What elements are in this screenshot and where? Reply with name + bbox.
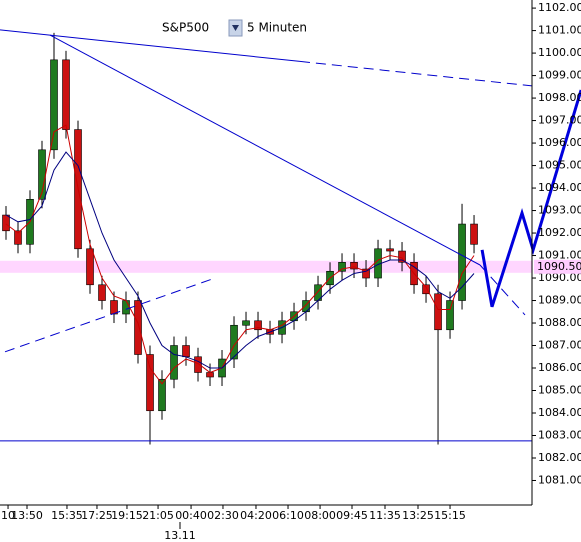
date-label: 13.11 <box>164 529 196 542</box>
x-tick-label: 10 <box>1 509 15 522</box>
y-tick-label: 1093.00 <box>538 204 581 217</box>
trend-line <box>479 264 526 316</box>
candle-body <box>230 324 238 360</box>
price-marker-band <box>0 260 532 273</box>
moving-average <box>5 151 475 369</box>
candle-body <box>146 354 154 412</box>
candle-body <box>422 284 430 295</box>
x-tick-label: 11:35 <box>369 509 401 522</box>
candle-body <box>350 261 358 270</box>
candle-body <box>362 268 370 279</box>
x-tick-label: 13:50 <box>11 509 43 522</box>
y-tick-label: 1090.00 <box>538 271 581 284</box>
interval[interactable]: 5 Minuten <box>247 21 307 35</box>
candle-body <box>458 223 466 301</box>
candle-body <box>182 345 190 358</box>
price-marker-box <box>534 259 581 274</box>
candle-body <box>134 300 142 355</box>
candle-body <box>470 223 478 245</box>
x-tick-label: 08:00 <box>304 509 336 522</box>
x-tick-label: 09:45 <box>336 509 368 522</box>
x-tick-label: 19:15 <box>111 509 143 522</box>
y-tick-label: 1100.00 <box>538 46 581 59</box>
candle-body <box>206 372 214 378</box>
x-tick-label: 06:10 <box>272 509 304 522</box>
x-tick-label: 21:05 <box>142 509 174 522</box>
x-tick-label: 15:15 <box>434 509 466 522</box>
y-tick-label: 1081.00 <box>538 473 581 486</box>
y-tick-label: 1097.00 <box>538 114 581 127</box>
plot-area <box>0 29 581 445</box>
y-tick-label: 1096.00 <box>538 136 581 149</box>
candle-body <box>446 300 454 331</box>
y-tick-label: 1086.00 <box>538 361 581 374</box>
y-tick-label: 1084.00 <box>538 406 581 419</box>
y-tick-label: 1083.00 <box>538 428 581 441</box>
candle-body <box>338 261 346 272</box>
candle-body <box>2 214 10 232</box>
trend-line <box>4 277 216 353</box>
dropdown-arrow <box>232 25 239 31</box>
y-tick-label: 1092.00 <box>538 226 581 239</box>
y-tick-label: 1098.00 <box>538 91 581 104</box>
price-marker-label: 1090.50 <box>537 260 581 273</box>
y-tick-label: 1094.00 <box>538 181 581 194</box>
y-tick-label: 1085.00 <box>538 384 581 397</box>
y-tick-label: 1095.00 <box>538 159 581 172</box>
candle-body <box>242 320 250 326</box>
interval-dropdown[interactable]: 5 Minuten <box>228 19 307 37</box>
candle-body <box>98 284 106 301</box>
y-tick-label: 1087.00 <box>538 339 581 352</box>
x-tick-label: 13:25 <box>402 509 434 522</box>
candle-body <box>434 293 442 331</box>
candle-body <box>14 230 22 245</box>
candle-body <box>122 300 130 315</box>
moving-average <box>5 124 475 385</box>
y-tick-label: 1082.00 <box>538 451 581 464</box>
symbol: S&P500 <box>162 21 209 35</box>
x-tick-label: 02:30 <box>207 509 239 522</box>
candle-body <box>254 320 262 331</box>
y-tick-label: 1091.00 <box>538 249 581 262</box>
trend-line <box>49 34 481 266</box>
x-tick-label: 00:40 <box>175 509 207 522</box>
y-tick-label: 1099.00 <box>538 69 581 82</box>
y-tick-label: 1088.00 <box>538 316 581 329</box>
y-tick-label: 1101.00 <box>538 24 581 37</box>
candle-body <box>158 378 166 412</box>
trend-line <box>299 60 533 87</box>
candle-body <box>386 248 394 252</box>
x-tick-label: 17:25 <box>81 509 113 522</box>
candle-body <box>62 59 70 130</box>
candle-body <box>110 300 118 315</box>
x-tick-label: 04:20 <box>240 509 272 522</box>
candle-body <box>50 59 58 151</box>
candle-body <box>170 345 178 380</box>
trend-line <box>480 89 581 308</box>
candle-body <box>86 248 94 286</box>
x-tick-label: 15:35 <box>51 509 83 522</box>
y-tick-label: 1102.00 <box>538 1 581 14</box>
candle-body <box>194 356 202 373</box>
y-tick-label: 1089.00 <box>538 294 581 307</box>
